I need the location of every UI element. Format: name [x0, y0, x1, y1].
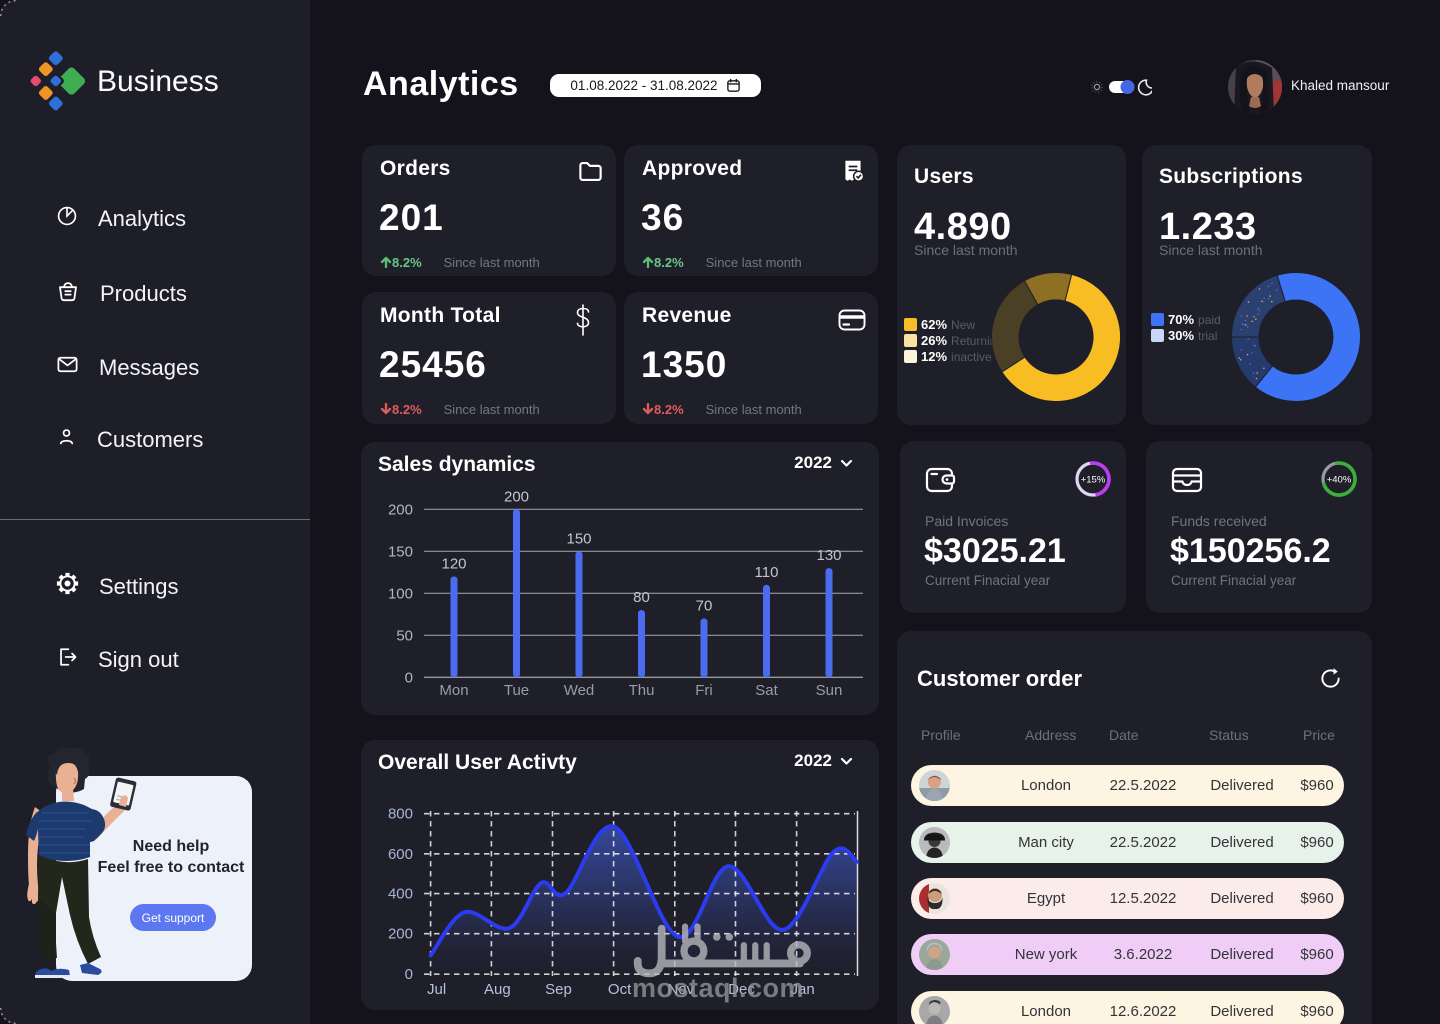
- svg-text:110: 110: [755, 564, 779, 581]
- svg-text:150: 150: [388, 543, 413, 560]
- svg-text:120: 120: [441, 556, 466, 573]
- svg-text:200: 200: [504, 488, 529, 505]
- svg-text:Fri: Fri: [695, 682, 713, 699]
- svg-text:Jul: Jul: [427, 981, 446, 998]
- svg-text:Aug: Aug: [484, 981, 511, 998]
- svg-text:50: 50: [396, 627, 413, 644]
- svg-text:Sat: Sat: [755, 682, 778, 699]
- svg-text:200: 200: [388, 926, 413, 943]
- svg-text:+15%: +15%: [1081, 475, 1106, 486]
- svg-text:Jan: Jan: [791, 981, 815, 998]
- svg-text:100: 100: [388, 585, 413, 602]
- svg-text:80: 80: [633, 589, 650, 606]
- svg-text:Sep: Sep: [545, 981, 572, 998]
- svg-text:Thu: Thu: [629, 682, 655, 699]
- svg-text:600: 600: [388, 846, 413, 863]
- svg-text:Dec: Dec: [728, 981, 755, 998]
- svg-text:Mon: Mon: [439, 682, 468, 699]
- svg-text:Tue: Tue: [504, 682, 529, 699]
- svg-text:Nov: Nov: [667, 981, 694, 998]
- svg-text:130: 130: [816, 547, 841, 564]
- svg-text:Sun: Sun: [816, 682, 843, 699]
- svg-text:70: 70: [696, 598, 713, 615]
- svg-text:0: 0: [405, 669, 413, 686]
- svg-text:0: 0: [405, 966, 413, 983]
- svg-text:150: 150: [566, 530, 591, 547]
- svg-text:Oct: Oct: [608, 981, 632, 998]
- svg-text:200: 200: [388, 501, 413, 518]
- svg-text:Wed: Wed: [564, 682, 595, 699]
- svg-text:+40%: +40%: [1327, 475, 1352, 486]
- svg-text:400: 400: [388, 886, 413, 903]
- svg-text:800: 800: [388, 806, 413, 823]
